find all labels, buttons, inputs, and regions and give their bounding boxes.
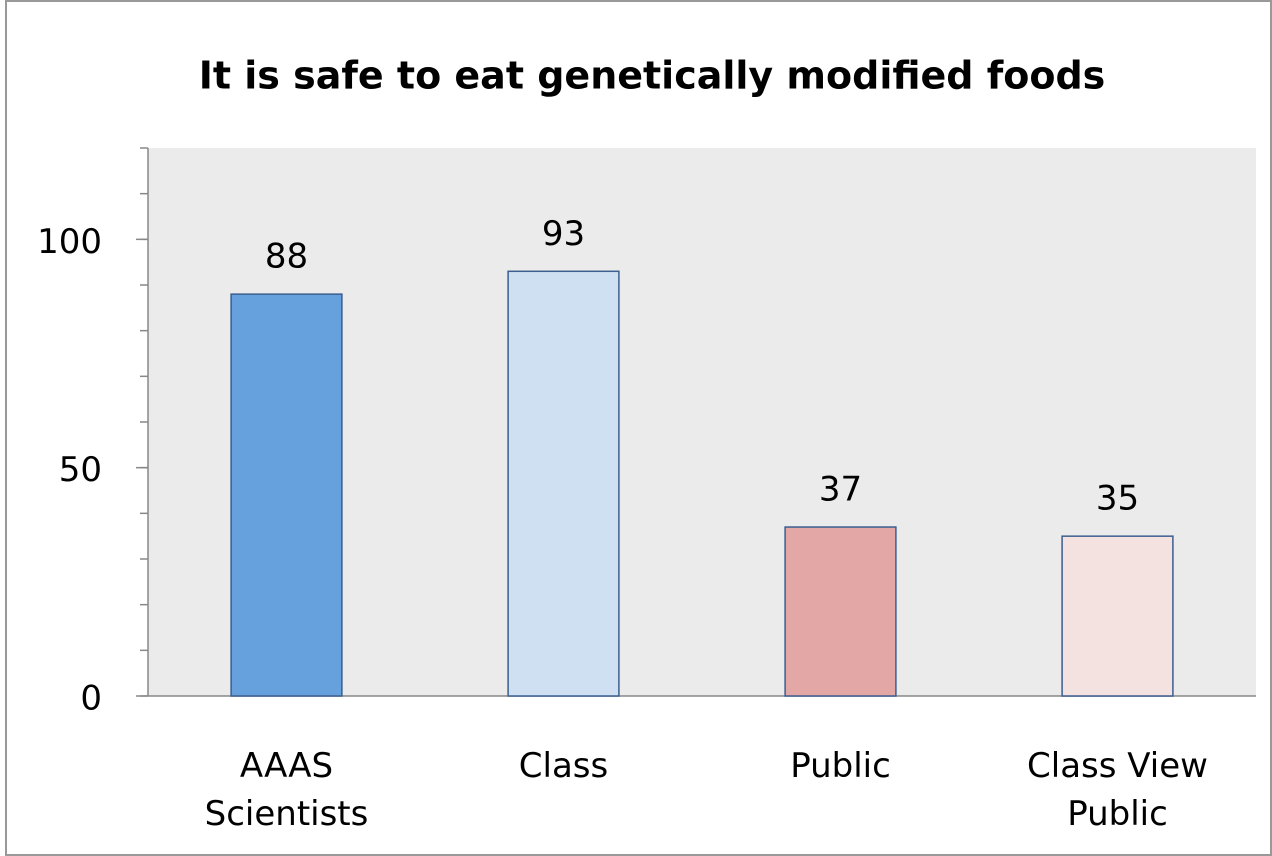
bar [784,526,897,697]
x-tick-label-box: Public [790,746,891,786]
y-tick-label: 50 [59,450,102,490]
x-tick-label: Class View Public [1027,746,1208,834]
x-tick-label: Public [790,746,891,786]
value-label: 88 [265,237,308,277]
chart-title: It is safe to eat genetically modified f… [199,54,1106,98]
value-label: 35 [1096,479,1139,519]
x-tick-label-box: Class [518,746,609,786]
bar [230,293,343,697]
x-tick-label-box: Class View Public [1027,746,1208,834]
x-tick-label: Class [518,746,609,786]
bar [507,270,620,697]
y-tick-label: 0 [80,679,102,719]
bar [1061,535,1174,697]
y-tick-label: 100 [37,222,102,262]
value-label: 93 [542,214,585,254]
x-tick-label-box: AAAS Scientists [204,746,369,834]
x-tick-label: AAAS Scientists [204,746,369,834]
value-label: 37 [819,470,862,510]
